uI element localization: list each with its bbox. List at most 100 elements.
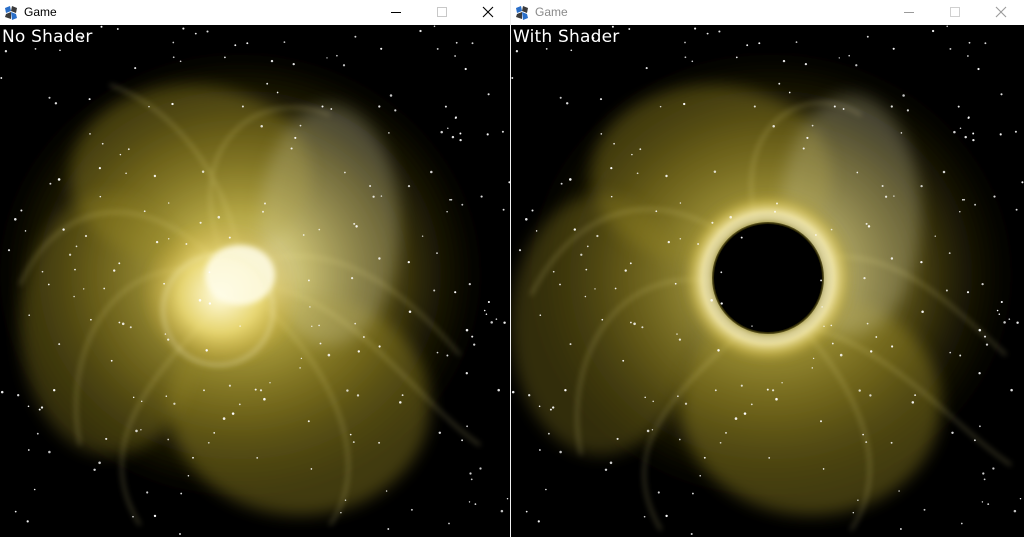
- star: [942, 170, 946, 174]
- maximize-icon: [950, 7, 960, 17]
- star: [480, 195, 483, 198]
- star: [340, 512, 342, 514]
- close-button[interactable]: [465, 0, 511, 25]
- star: [164, 333, 167, 335]
- star: [1019, 497, 1022, 500]
- star: [116, 28, 119, 30]
- star: [842, 108, 845, 110]
- star: [103, 287, 106, 290]
- star: [631, 153, 633, 156]
- star: [146, 491, 149, 494]
- star: [833, 105, 836, 108]
- title-bar[interactable]: Game: [511, 0, 1024, 25]
- star: [1016, 321, 1019, 324]
- star: [461, 439, 463, 442]
- star: [782, 59, 786, 63]
- minimize-icon: [904, 12, 914, 13]
- star: [992, 467, 995, 470]
- minimize-icon: [391, 12, 401, 13]
- star: [699, 475, 701, 477]
- star: [998, 313, 1001, 315]
- star: [433, 289, 436, 292]
- star: [74, 268, 76, 271]
- star: [665, 514, 668, 518]
- star: [569, 178, 572, 181]
- star: [585, 268, 588, 271]
- star: [806, 136, 809, 139]
- window-title: Game: [535, 5, 568, 19]
- star: [775, 397, 778, 401]
- minimize-button[interactable]: [373, 0, 419, 25]
- star: [691, 60, 694, 63]
- star: [881, 184, 884, 188]
- star: [113, 269, 116, 272]
- close-button[interactable]: [978, 0, 1024, 25]
- star: [987, 503, 990, 505]
- star: [830, 228, 833, 231]
- star: [601, 318, 604, 321]
- star: [959, 127, 962, 129]
- star: [979, 425, 981, 428]
- star: [93, 468, 96, 472]
- mode-label: No Shader: [2, 27, 93, 47]
- star: [858, 389, 861, 392]
- star: [262, 210, 264, 213]
- star: [354, 35, 357, 38]
- star: [691, 492, 694, 495]
- star: [449, 199, 451, 201]
- star: [1013, 509, 1017, 513]
- star: [511, 77, 514, 79]
- star: [49, 182, 52, 185]
- star: [610, 167, 613, 170]
- star: [88, 98, 91, 101]
- star: [299, 367, 301, 369]
- star: [573, 228, 576, 231]
- star: [451, 135, 455, 139]
- star: [407, 184, 411, 188]
- star: [822, 468, 825, 470]
- star: [811, 367, 814, 369]
- star: [407, 260, 410, 264]
- game-viewport[interactable]: No Shader: [0, 25, 511, 537]
- star: [430, 170, 433, 174]
- star: [101, 142, 104, 145]
- star: [821, 306, 823, 308]
- star: [309, 306, 311, 308]
- nebula-scene: [0, 25, 511, 537]
- star: [644, 396, 646, 399]
- star: [24, 230, 27, 232]
- title-bar[interactable]: Game: [0, 0, 511, 25]
- star: [34, 48, 37, 50]
- star: [628, 28, 631, 30]
- star: [914, 394, 917, 397]
- star: [99, 195, 102, 198]
- star: [884, 195, 888, 198]
- game-window-with-shader[interactable]: Game: [511, 0, 1024, 537]
- star: [855, 64, 858, 67]
- star: [182, 27, 185, 30]
- star: [725, 432, 727, 434]
- star: [380, 195, 383, 197]
- star: [143, 210, 146, 213]
- star: [80, 36, 84, 40]
- star: [778, 82, 781, 85]
- star: [198, 299, 202, 302]
- star: [231, 412, 235, 415]
- star: [559, 283, 561, 286]
- star: [234, 44, 237, 47]
- star: [985, 343, 989, 346]
- star: [547, 432, 550, 435]
- star: [388, 132, 390, 134]
- star: [900, 132, 903, 134]
- game-window-no-shader[interactable]: Game: [0, 0, 511, 537]
- star: [983, 335, 987, 338]
- minimize-button[interactable]: [886, 0, 932, 25]
- star: [28, 314, 31, 317]
- star: [717, 349, 720, 352]
- game-viewport[interactable]: With Shader: [511, 25, 1024, 537]
- star: [622, 359, 625, 362]
- star: [465, 328, 469, 332]
- maximize-button[interactable]: [419, 0, 465, 25]
- star: [636, 172, 639, 175]
- maximize-button[interactable]: [932, 0, 978, 25]
